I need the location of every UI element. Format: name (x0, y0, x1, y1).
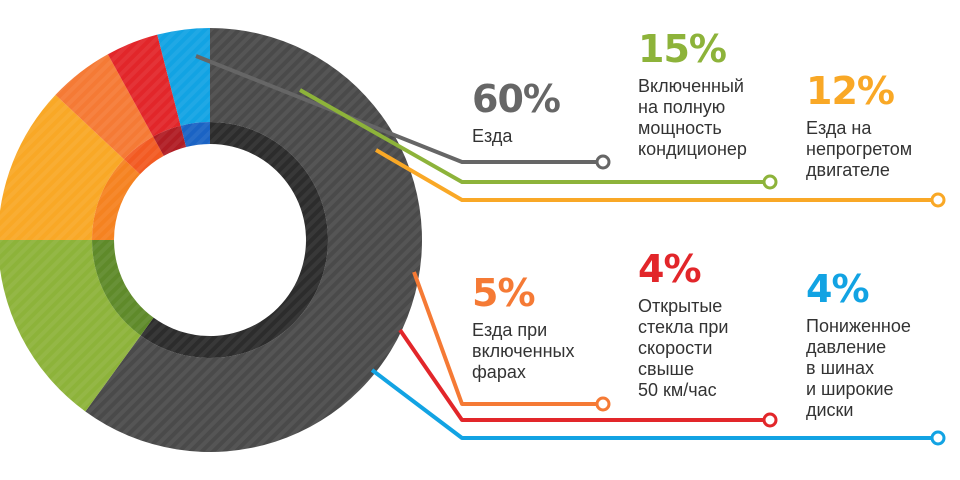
category-label-air-conditioner-line-3: мощность (638, 118, 722, 138)
connector-open-windows (398, 328, 770, 422)
connector-driving (195, 54, 603, 164)
category-label-low-tire-pressure-line-1: Пониженное (806, 316, 911, 336)
value-label-low-tire-pressure: 4% (806, 267, 869, 311)
category-label-open-windows-line-2: стекла при (638, 317, 728, 337)
category-label-cold-engine-line-3: двигателе (806, 160, 890, 180)
category-label-open-windows-line-4: свыше (638, 359, 694, 379)
category-label-air-conditioner-line-1: Включенный (638, 76, 744, 96)
value-label-cold-engine: 12% (806, 69, 894, 113)
category-label-cold-engine-line-2: непрогретом (806, 139, 912, 159)
category-label-open-windows-line-1: Открытые (638, 296, 722, 316)
connector-dot-air-conditioner (762, 174, 778, 190)
connector-cold-engine (374, 148, 938, 202)
slice-texture-open-windows (107, 34, 187, 156)
slice-texture-air-conditioner (0, 240, 154, 412)
category-label-driving-line-1: Езда (472, 126, 513, 146)
category-label-air-conditioner-line-4: кондиционер (638, 139, 747, 159)
connector-low-tire-pressure (370, 368, 938, 440)
value-label-air-conditioner: 15% (638, 27, 726, 71)
category-label-cold-engine-line-1: Езда на (806, 118, 872, 138)
donut-slices (0, 28, 423, 453)
category-label-air-conditioner-line-2: на полную (638, 97, 725, 117)
connector-dot-driving (595, 154, 611, 170)
slice-texture-driving (85, 28, 423, 453)
category-label-low-tire-pressure-line-3: в шинах (806, 358, 874, 378)
connector-dot-cold-engine (930, 192, 946, 208)
connector-headlights (412, 271, 603, 406)
connector-lines (195, 54, 946, 446)
connector-dot-low-tire-pressure (930, 430, 946, 446)
slice-texture-headlights (55, 54, 164, 175)
category-label-low-tire-pressure-line-2: давление (806, 337, 886, 357)
category-label-headlights-line-3: фарах (472, 362, 526, 382)
value-label-driving: 60% (472, 77, 560, 121)
category-label-open-windows-line-3: скорости (638, 338, 712, 358)
value-label-headlights: 5% (472, 271, 535, 315)
connector-dot-open-windows (762, 412, 778, 428)
value-label-open-windows: 4% (638, 247, 701, 291)
category-label-low-tire-pressure-line-4: и широкие (806, 379, 894, 399)
category-label-low-tire-pressure-line-5: диски (806, 400, 854, 420)
slice-texture-cold-engine (0, 94, 141, 240)
category-label-headlights-line-2: включенных (472, 341, 574, 361)
category-label-open-windows-line-5: 50 км/час (638, 380, 717, 400)
category-label-headlights-line-1: Езда при (472, 320, 547, 340)
connector-air-conditioner (299, 88, 770, 184)
connector-dot-headlights (595, 396, 611, 412)
